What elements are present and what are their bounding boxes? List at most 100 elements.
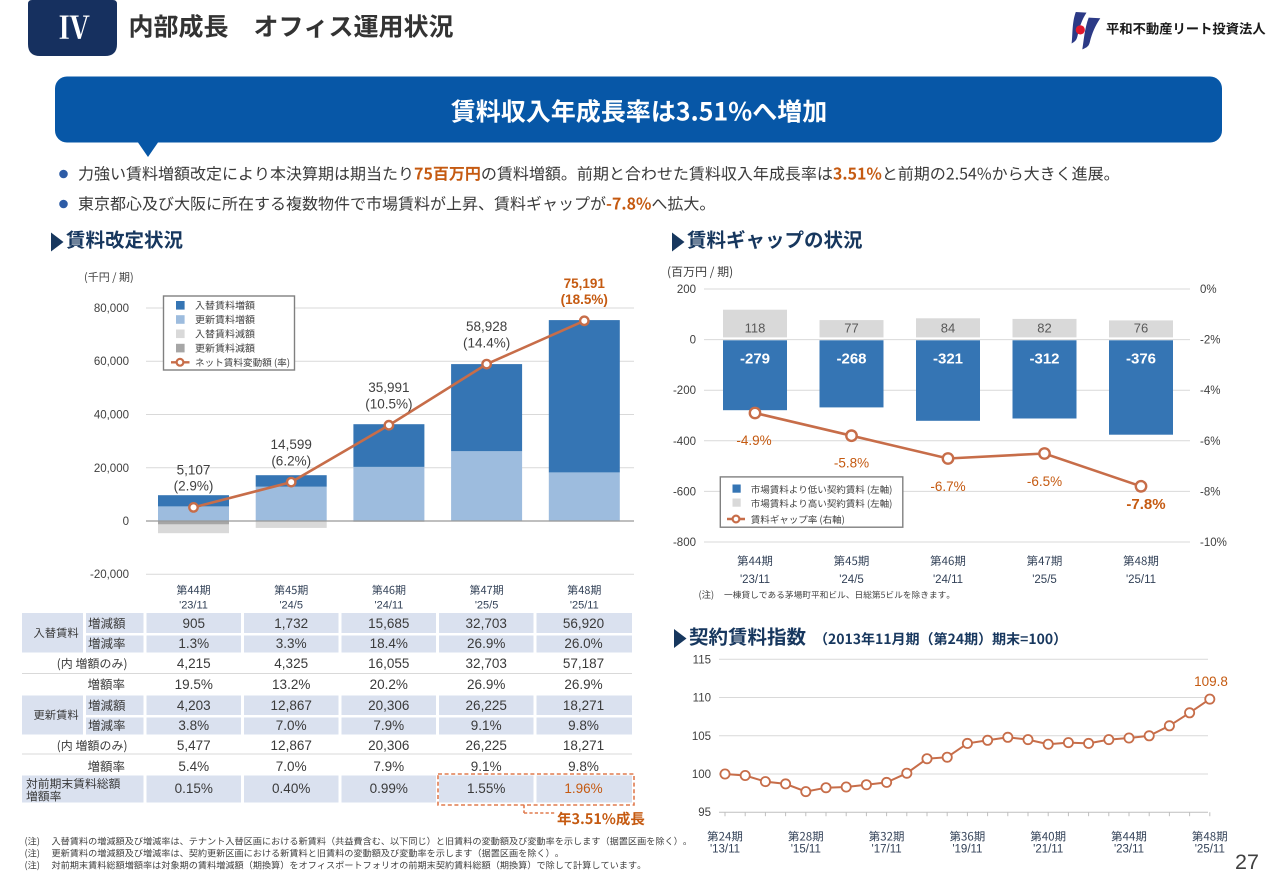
svg-text:-20,000: -20,000 [90, 569, 129, 581]
svg-text:13.2%: 13.2% [272, 677, 310, 692]
svg-text:15,685: 15,685 [368, 616, 409, 631]
svg-text:-6%: -6% [1200, 436, 1220, 448]
svg-text:-200: -200 [673, 385, 696, 397]
svg-text:(2.9%): (2.9%) [174, 479, 214, 494]
svg-text:-321: -321 [933, 351, 963, 368]
svg-text:(6.2%): (6.2%) [271, 453, 311, 468]
svg-text:'25/11: '25/11 [1195, 844, 1225, 856]
svg-text:1,732: 1,732 [274, 616, 308, 631]
svg-text:76: 76 [1134, 321, 1148, 336]
svg-text:26,225: 26,225 [466, 698, 507, 713]
svg-text:-2%: -2% [1200, 335, 1220, 347]
svg-text:20,306: 20,306 [368, 738, 409, 753]
svg-text:95: 95 [698, 807, 711, 819]
svg-text:12,867: 12,867 [271, 698, 312, 713]
svg-text:9.1%: 9.1% [471, 718, 502, 733]
svg-text:18,271: 18,271 [563, 698, 604, 713]
svg-text:-279: -279 [740, 351, 770, 368]
svg-text:'13/11: '13/11 [710, 844, 740, 856]
svg-text:18,271: 18,271 [563, 738, 604, 753]
svg-text:'15/11: '15/11 [791, 844, 821, 856]
svg-text:26,225: 26,225 [466, 738, 507, 753]
svg-text:14,599: 14,599 [271, 437, 312, 452]
svg-text:-400: -400 [673, 436, 696, 448]
svg-text:77: 77 [844, 321, 858, 336]
svg-text:80,000: 80,000 [94, 303, 129, 315]
svg-text:32,703: 32,703 [466, 616, 507, 631]
svg-text:20,306: 20,306 [368, 698, 409, 713]
svg-text:-4%: -4% [1200, 385, 1220, 397]
svg-text:3.8%: 3.8% [178, 718, 209, 733]
svg-text:20,000: 20,000 [94, 463, 129, 475]
svg-text:5,477: 5,477 [177, 738, 211, 753]
svg-text:0%: 0% [1200, 284, 1217, 296]
svg-text:1.96%: 1.96% [564, 781, 602, 796]
svg-text:0.15%: 0.15% [175, 781, 213, 796]
svg-text:118: 118 [745, 321, 766, 336]
svg-text:26.9%: 26.9% [564, 677, 602, 692]
svg-text:'23/11: '23/11 [1114, 844, 1144, 856]
svg-text:0.40%: 0.40% [272, 781, 310, 796]
svg-text:'17/11: '17/11 [872, 844, 902, 856]
svg-text:1.3%: 1.3% [178, 636, 209, 651]
svg-text:12,867: 12,867 [271, 738, 312, 753]
svg-text:9.8%: 9.8% [568, 759, 599, 774]
svg-text:35,991: 35,991 [368, 380, 409, 395]
svg-text:115: 115 [693, 654, 711, 666]
svg-text:-600: -600 [673, 486, 696, 498]
svg-text:200: 200 [677, 284, 696, 296]
svg-text:105: 105 [692, 731, 711, 743]
svg-text:110: 110 [693, 693, 711, 705]
svg-text:75,191: 75,191 [564, 276, 606, 291]
svg-text:58,928: 58,928 [466, 319, 507, 334]
svg-text:-6.5%: -6.5% [1027, 474, 1062, 489]
svg-text:60,000: 60,000 [94, 356, 129, 368]
svg-text:(14.4%): (14.4%) [463, 335, 510, 350]
svg-text:-5.8%: -5.8% [834, 456, 869, 471]
svg-text:5.4%: 5.4% [178, 759, 209, 774]
svg-text:1.55%: 1.55% [467, 781, 505, 796]
svg-text:'25/5: '25/5 [475, 600, 499, 612]
svg-text:-376: -376 [1126, 351, 1156, 368]
svg-text:'24/5: '24/5 [839, 574, 864, 586]
svg-text:9.1%: 9.1% [471, 759, 502, 774]
svg-text:-268: -268 [836, 351, 866, 368]
svg-text:'25/11: '25/11 [570, 600, 599, 612]
svg-text:26.9%: 26.9% [467, 636, 505, 651]
svg-text:40,000: 40,000 [94, 410, 129, 422]
svg-text:(10.5%): (10.5%) [365, 396, 412, 411]
svg-text:82: 82 [1037, 321, 1051, 336]
svg-text:'24/11: '24/11 [374, 600, 403, 612]
svg-text:-4.9%: -4.9% [736, 433, 771, 448]
svg-text:84: 84 [941, 321, 955, 336]
svg-text:7.9%: 7.9% [373, 718, 404, 733]
svg-text:-6.7%: -6.7% [930, 479, 965, 494]
svg-text:27: 27 [1235, 850, 1259, 874]
svg-text:19.5%: 19.5% [175, 677, 213, 692]
svg-text:'23/11: '23/11 [179, 600, 208, 612]
svg-text:7.0%: 7.0% [276, 759, 307, 774]
svg-text:4,203: 4,203 [177, 698, 211, 713]
svg-text:'24/11: '24/11 [933, 574, 963, 586]
svg-text:'25/11: '25/11 [1126, 574, 1156, 586]
svg-text:109.8: 109.8 [1194, 674, 1228, 689]
svg-text:'25/5: '25/5 [1032, 574, 1057, 586]
svg-text:9.8%: 9.8% [568, 718, 599, 733]
svg-text:'24/5: '24/5 [279, 600, 303, 612]
svg-text:-8%: -8% [1200, 486, 1220, 498]
svg-text:(18.5%): (18.5%) [561, 292, 608, 307]
svg-text:26.9%: 26.9% [467, 677, 505, 692]
svg-text:5,107: 5,107 [177, 462, 211, 477]
svg-text:4,215: 4,215 [177, 656, 211, 671]
svg-text:-312: -312 [1029, 351, 1059, 368]
svg-text:-10%: -10% [1200, 537, 1227, 549]
svg-text:100: 100 [692, 769, 711, 781]
svg-text:7.9%: 7.9% [373, 759, 404, 774]
svg-text:'21/11: '21/11 [1033, 844, 1063, 856]
svg-text:32,703: 32,703 [466, 656, 507, 671]
svg-text:-800: -800 [673, 537, 696, 549]
svg-text:'19/11: '19/11 [952, 844, 982, 856]
svg-text:-7.8%: -7.8% [1126, 496, 1165, 513]
svg-text:18.4%: 18.4% [370, 636, 408, 651]
svg-text:56,920: 56,920 [563, 616, 604, 631]
